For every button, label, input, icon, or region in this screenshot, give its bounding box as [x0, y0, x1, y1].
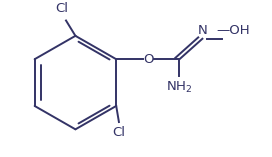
Text: Cl: Cl — [112, 126, 125, 139]
Text: Cl: Cl — [55, 2, 69, 15]
Text: N: N — [197, 24, 207, 37]
Text: —OH: —OH — [217, 24, 250, 37]
Text: O: O — [143, 53, 154, 66]
Text: NH$_2$: NH$_2$ — [166, 80, 193, 95]
